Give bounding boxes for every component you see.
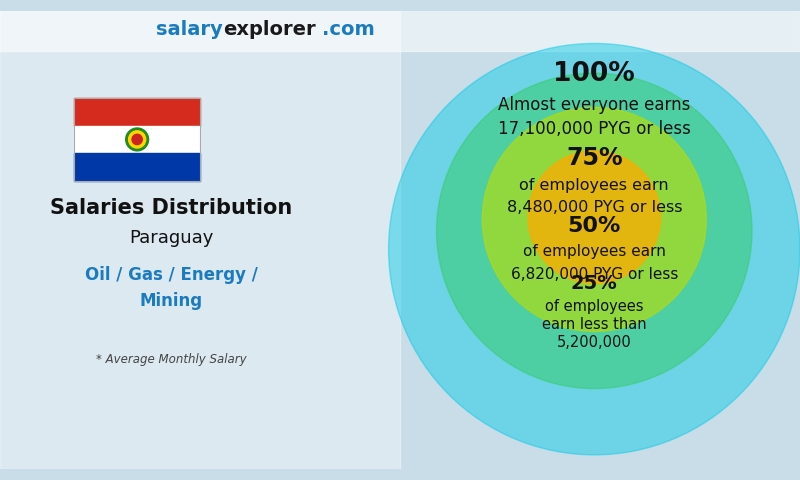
Bar <box>74 153 200 180</box>
Circle shape <box>132 134 142 144</box>
Bar <box>74 98 200 126</box>
Text: of employees earn: of employees earn <box>519 178 669 192</box>
Text: 100%: 100% <box>554 61 635 87</box>
Text: Almost everyone earns: Almost everyone earns <box>498 96 690 114</box>
Text: explorer: explorer <box>223 20 315 39</box>
Text: Salaries Distribution: Salaries Distribution <box>50 198 293 218</box>
Circle shape <box>437 73 752 389</box>
Bar <box>0 0 800 51</box>
Bar <box>0 12 400 468</box>
Text: 75%: 75% <box>566 146 622 170</box>
Circle shape <box>482 108 706 331</box>
Text: salary: salary <box>156 20 223 39</box>
Text: 17,100,000 PYG or less: 17,100,000 PYG or less <box>498 120 690 138</box>
Text: 50%: 50% <box>567 216 621 236</box>
Text: 5,200,000: 5,200,000 <box>557 336 632 350</box>
Circle shape <box>129 131 146 148</box>
Bar <box>74 98 200 180</box>
Text: Oil / Gas / Energy /
Mining: Oil / Gas / Energy / Mining <box>85 266 258 310</box>
Text: * Average Monthly Salary: * Average Monthly Salary <box>96 353 246 367</box>
Text: of employees: of employees <box>545 299 643 314</box>
Text: 25%: 25% <box>571 274 618 293</box>
Circle shape <box>126 128 149 151</box>
Text: earn less than: earn less than <box>542 317 646 332</box>
Circle shape <box>389 43 800 455</box>
Circle shape <box>528 151 661 283</box>
Bar <box>74 126 200 153</box>
Text: of employees earn: of employees earn <box>523 244 666 259</box>
Text: .com: .com <box>322 20 375 39</box>
Text: 6,820,000 PYG or less: 6,820,000 PYG or less <box>510 267 678 282</box>
Text: 8,480,000 PYG or less: 8,480,000 PYG or less <box>506 201 682 216</box>
Text: Paraguay: Paraguay <box>130 228 214 247</box>
